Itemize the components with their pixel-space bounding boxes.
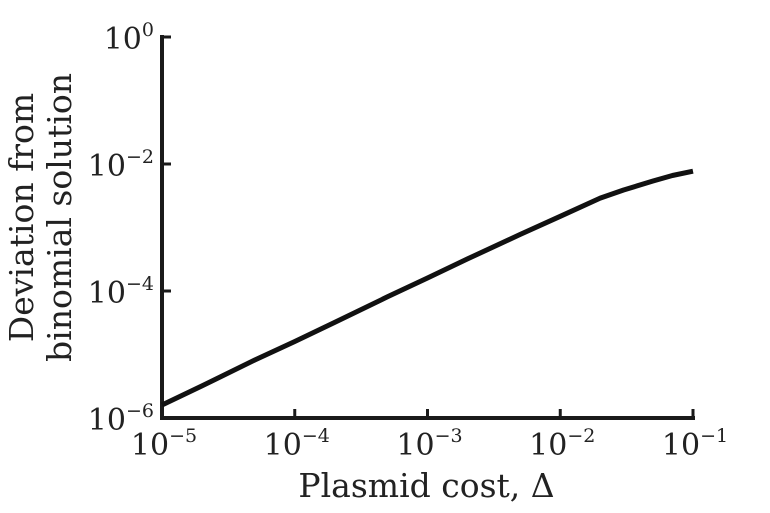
axes (160, 35, 695, 420)
y-tick-label-1: 10−4 (88, 273, 154, 311)
tick-labels: 10−5 10−4 10−3 10−2 10−1 10−6 10−4 10−2 100 (88, 19, 728, 463)
x-tick-label-1: 10−4 (264, 425, 330, 463)
series-line-0 (160, 168, 694, 408)
y-axis-label-line-1: Deviation from (2, 93, 41, 342)
x-tick-label-3: 10−2 (529, 425, 595, 463)
x-tick-label-0: 10−5 (131, 425, 197, 463)
x-axis-label: Plasmid cost, Δ (298, 466, 554, 505)
y-tick-label-0: 10−6 (88, 400, 154, 438)
x-tick-label-4: 10−1 (662, 425, 728, 463)
x-tick-label-2: 10−3 (396, 425, 462, 463)
series-layer (160, 168, 694, 408)
y-axis-label-line-2: binomial solution (40, 73, 79, 362)
y-tick-label-3: 100 (104, 19, 154, 57)
axis-titles: Plasmid cost, Δ Deviation from binomial … (2, 73, 555, 505)
y-tick-label-2: 10−2 (88, 146, 154, 184)
ticks (160, 35, 695, 420)
